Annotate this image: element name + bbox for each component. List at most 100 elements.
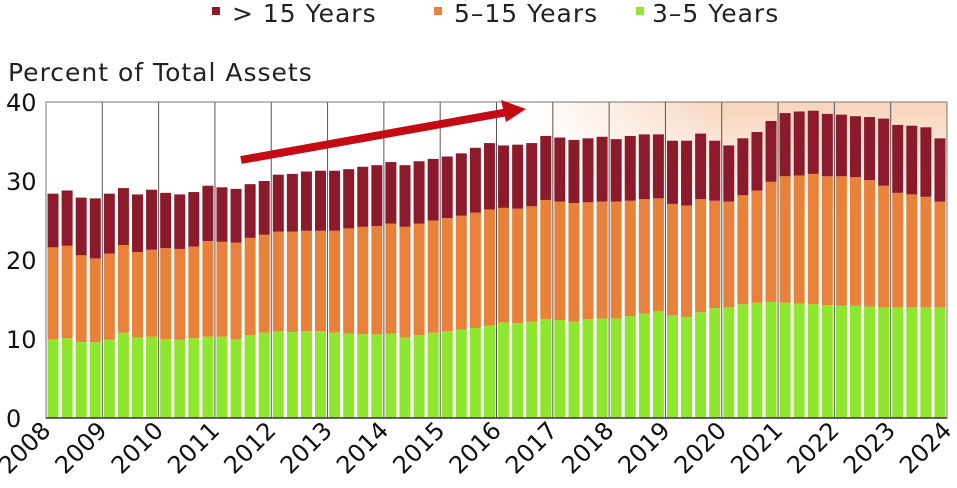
bar-five_to_15-31 (483, 209, 495, 326)
bar-five_to_15-61 (906, 194, 918, 308)
bar-gt15-29 (455, 153, 467, 216)
bar-five_to_15-59 (878, 185, 890, 308)
bar-five_to_15-25 (399, 226, 411, 338)
bar-gt15-12 (216, 187, 228, 242)
bar-three_to_5-4 (103, 339, 115, 418)
bar-three_to_5-29 (455, 329, 467, 418)
bar-five_to_15-20 (329, 230, 341, 333)
bar-gt15-42 (638, 134, 650, 200)
bar-three_to_5-38 (582, 319, 594, 418)
legend-label-gt15: > 15 Years (232, 0, 377, 28)
bar-gt15-30 (469, 147, 481, 213)
bar-five_to_15-9 (174, 248, 186, 340)
bar-five_to_15-34 (526, 206, 538, 322)
bar-five_to_15-27 (427, 220, 439, 333)
bar-gt15-61 (906, 125, 918, 195)
bar-gt15-54 (807, 110, 819, 174)
bar-five_to_15-50 (751, 190, 763, 303)
legend: > 15 Years 5–15 Years 3–5 Years (212, 0, 778, 28)
bar-five_to_15-10 (188, 246, 200, 339)
x-tick-2018: 2018 (556, 416, 619, 479)
bar-three_to_5-21 (343, 333, 355, 418)
bar-three_to_5-53 (793, 303, 805, 418)
bar-gt15-20 (329, 170, 341, 231)
bar-gt15-41 (624, 135, 636, 201)
bar-three_to_5-39 (596, 318, 608, 418)
bar-three_to_5-32 (498, 322, 510, 418)
bar-gt15-2 (75, 197, 87, 256)
bar-gt15-19 (315, 170, 327, 231)
bar-five_to_15-43 (652, 198, 664, 312)
bar-gt15-11 (202, 185, 214, 242)
bar-gt15-4 (103, 193, 115, 254)
bar-three_to_5-51 (765, 301, 777, 418)
bar-gt15-18 (300, 171, 312, 231)
bar-five_to_15-6 (132, 252, 143, 338)
bar-gt15-44 (666, 140, 678, 204)
bar-gt15-28 (441, 156, 453, 219)
bar-gt15-35 (540, 135, 552, 200)
bar-gt15-5 (117, 188, 129, 245)
bar-three_to_5-2 (75, 342, 87, 418)
bar-five_to_15-44 (666, 203, 678, 316)
bar-gt15-52 (779, 113, 791, 177)
bar-five_to_15-38 (582, 202, 594, 320)
bar-five_to_15-15 (258, 234, 270, 333)
bar-three_to_5-28 (441, 331, 453, 418)
bar-three_to_5-36 (554, 320, 566, 418)
bar-five_to_15-36 (554, 201, 566, 321)
bar-five_to_15-42 (638, 199, 650, 314)
bar-three_to_5-57 (850, 305, 861, 418)
bar-three_to_5-31 (483, 325, 495, 418)
bar-three_to_5-24 (385, 333, 397, 418)
bar-five_to_15-16 (272, 231, 284, 332)
bar-gt15-27 (427, 158, 439, 221)
bar-three_to_5-11 (202, 336, 214, 418)
bar-three_to_5-49 (737, 304, 749, 418)
bar-five_to_15-56 (835, 176, 847, 306)
bar-three_to_5-44 (666, 315, 678, 418)
axes (45, 101, 948, 419)
bar-three_to_5-12 (216, 336, 228, 418)
bar-three_to_5-26 (413, 335, 425, 418)
bar-gt15-32 (498, 145, 510, 208)
bar-three_to_5-13 (230, 339, 242, 418)
bar-three_to_5-5 (117, 332, 129, 418)
bar-three_to_5-45 (681, 316, 693, 418)
bar-five_to_15-8 (160, 248, 172, 339)
bar-three_to_5-16 (272, 331, 284, 418)
bar-gt15-39 (596, 136, 608, 202)
bar-gt15-26 (413, 161, 425, 224)
bar-gt15-3 (89, 198, 101, 259)
y-tick-20: 20 (6, 247, 37, 275)
bar-gt15-21 (343, 169, 355, 229)
bar-three_to_5-9 (174, 339, 186, 418)
x-tick-2015: 2015 (387, 416, 450, 479)
bar-three_to_5-52 (779, 302, 791, 418)
bar-gt15-0 (47, 193, 59, 248)
bar-five_to_15-26 (413, 223, 425, 336)
bar-three_to_5-59 (878, 307, 890, 418)
bar-three_to_5-35 (540, 319, 552, 418)
bar-five_to_15-63 (934, 201, 946, 308)
bar-three_to_5-63 (934, 307, 946, 418)
y-tick-labels: 0 10 20 30 40 (6, 89, 37, 433)
bar-five_to_15-12 (216, 241, 228, 337)
legend-label-5-15: 5–15 Years (454, 0, 598, 28)
bar-three_to_5-61 (906, 307, 918, 418)
bar-gt15-23 (371, 165, 383, 227)
bar-gt15-45 (681, 140, 693, 206)
bar-three_to_5-0 (47, 339, 59, 418)
x-tick-2016: 2016 (444, 416, 507, 479)
bar-gt15-22 (357, 166, 369, 227)
bar-three_to_5-58 (864, 306, 876, 418)
bar-three_to_5-15 (258, 332, 270, 418)
bar-five_to_15-1 (61, 245, 73, 339)
bar-gt15-59 (878, 118, 890, 186)
bar-gt15-48 (723, 145, 735, 202)
bar-three_to_5-54 (807, 304, 819, 418)
y-tick-0: 0 (6, 405, 21, 433)
bar-five_to_15-49 (737, 195, 749, 305)
bar-five_to_15-62 (920, 196, 932, 308)
